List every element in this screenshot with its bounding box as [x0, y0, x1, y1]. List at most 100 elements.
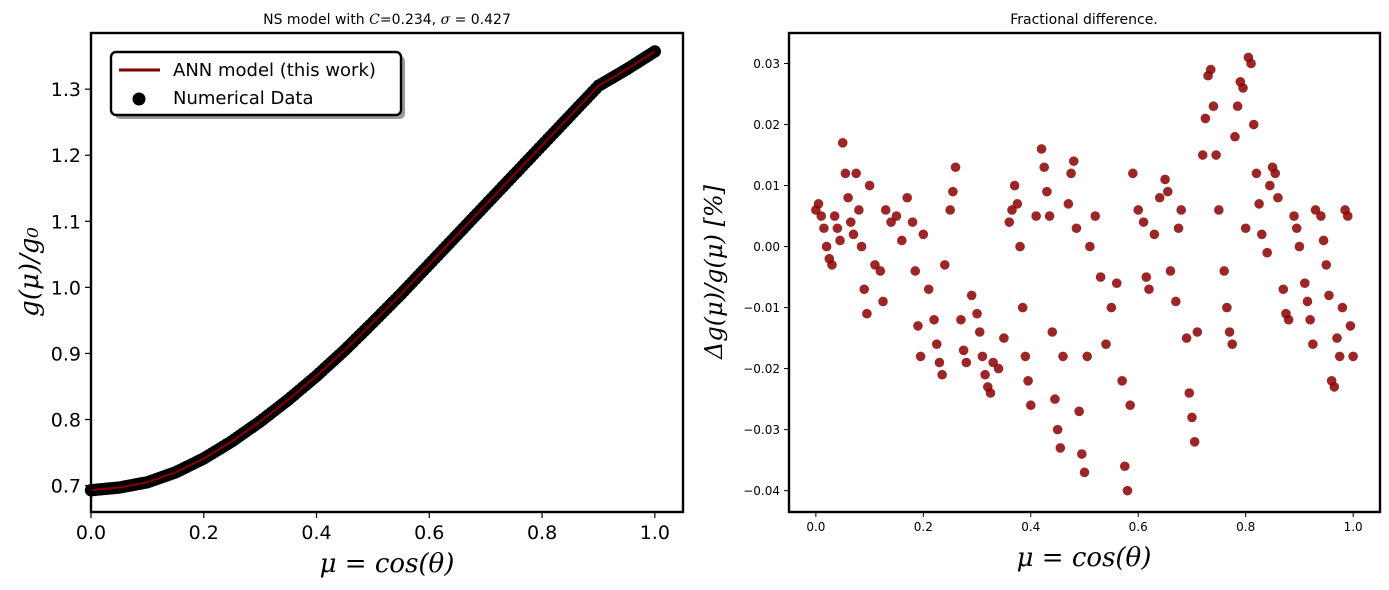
fractional-difference-point	[878, 296, 888, 307]
fractional-difference-point	[1144, 284, 1154, 295]
fractional-difference-point	[1337, 302, 1348, 313]
fractional-difference-point	[856, 241, 867, 252]
fractional-difference-point	[1085, 241, 1095, 252]
fractional-difference-point	[1214, 205, 1224, 215]
fractional-difference-point	[1329, 382, 1340, 392]
fractional-difference-point	[980, 369, 990, 380]
fractional-difference-point	[907, 217, 918, 227]
right-chart-title: Fractional difference.	[1010, 12, 1158, 28]
right-chart-panel: Fractional difference. 0.0 0.2 0.4 0.6 0.8 1.…	[700, 12, 1382, 573]
fractional-difference-point	[1176, 205, 1187, 215]
fractional-difference-point	[1283, 314, 1294, 325]
right-x-tick-label: 0.6	[1129, 520, 1148, 534]
fractional-difference-point	[1348, 351, 1358, 362]
left-y-tick-label: 0.9	[51, 343, 81, 365]
fractional-difference-point	[1039, 162, 1049, 173]
fractional-difference-point	[1305, 314, 1315, 325]
fractional-difference-point	[1050, 394, 1060, 404]
fractional-difference-point	[1262, 247, 1272, 258]
fractional-difference-point	[1082, 351, 1092, 362]
fractional-difference-point	[1066, 168, 1076, 179]
left-y-tick-label: 1.1	[51, 211, 81, 233]
fractional-difference-point	[910, 266, 921, 276]
fractional-difference-point	[829, 211, 840, 221]
fractional-difference-point	[1004, 217, 1015, 227]
fractional-difference-point	[1068, 156, 1079, 166]
fractional-difference-point	[945, 205, 955, 215]
fractional-difference-point	[1154, 192, 1165, 203]
fractional-difference-point	[1079, 467, 1090, 478]
fractional-difference-point	[1232, 101, 1243, 112]
fractional-difference-point	[931, 339, 942, 350]
left-y-axis-label: g(μ)/g₀	[15, 227, 45, 317]
fractional-difference-point	[923, 284, 934, 295]
fractional-difference-point	[961, 357, 972, 368]
fractional-difference-point	[854, 205, 864, 215]
fractional-difference-point	[1074, 406, 1084, 417]
right-y-tick-label: −0.01	[743, 301, 780, 315]
left-y-tick-label: 1.2	[51, 145, 81, 167]
fractional-difference-point	[1270, 168, 1281, 179]
fractional-difference-point	[1095, 272, 1106, 282]
fractional-difference-point	[1165, 266, 1176, 276]
fractional-difference-point	[1265, 180, 1275, 191]
fractional-difference-point	[1324, 290, 1334, 301]
fractional-difference-point	[918, 229, 929, 240]
fractional-difference-point	[1187, 412, 1197, 423]
fractional-difference-point	[1012, 199, 1023, 209]
left-y-tick-label: 0.8	[51, 410, 81, 432]
fractional-difference-point	[1205, 64, 1216, 75]
left-legend: ANN model (this work) Numerical Data	[109, 50, 405, 119]
fractional-difference-point	[862, 308, 872, 319]
fractional-difference-point	[1189, 437, 1200, 447]
fractional-difference-point	[1042, 186, 1052, 197]
fractional-difference-point	[1251, 168, 1262, 179]
fractional-difference-point	[1316, 211, 1326, 221]
fractional-difference-point	[902, 192, 912, 203]
fractional-difference-point	[1289, 211, 1299, 221]
right-data-marks	[811, 52, 1358, 496]
left-x-tick-label: 0.6	[414, 522, 444, 544]
fractional-difference-point	[1133, 205, 1144, 215]
fractional-difference-point	[1345, 321, 1356, 331]
fractional-difference-point	[1020, 351, 1031, 362]
left-x-tick-label: 1.0	[640, 522, 670, 544]
fractional-difference-point	[913, 321, 923, 331]
fractional-difference-point	[1106, 302, 1117, 313]
legend-label-numerical-data: Numerical Data	[173, 88, 314, 109]
fractional-difference-point	[1230, 131, 1240, 142]
right-x-tick-label: 0.8	[1236, 520, 1255, 534]
fractional-difference-point	[1197, 150, 1208, 160]
fractional-difference-point	[1222, 302, 1232, 313]
right-y-tick-label: 0.00	[753, 240, 780, 254]
right-y-tick-label: −0.04	[743, 484, 780, 498]
fractional-difference-point	[1294, 241, 1305, 252]
fractional-difference-point	[1208, 101, 1219, 112]
left-chart-panel: NS model with C=0.234, σ = 0.427 0.0 0.2 0…	[15, 12, 685, 579]
left-y-tick-label: 1.3	[51, 79, 81, 101]
fractional-difference-point	[977, 351, 988, 362]
fractional-difference-point	[1334, 351, 1345, 362]
left-x-tick-label: 0.8	[527, 522, 557, 544]
fractional-difference-point	[835, 235, 845, 246]
ann-model-line	[90, 50, 656, 492]
fractional-difference-point	[1238, 83, 1248, 93]
fractional-difference-point	[851, 168, 861, 179]
fractional-difference-point	[948, 186, 958, 197]
fractional-difference-point	[1138, 217, 1149, 227]
fractional-difference-point	[891, 211, 902, 221]
fractional-difference-point	[1173, 223, 1184, 234]
fractional-difference-point	[1077, 449, 1087, 459]
fractional-difference-point	[816, 211, 827, 221]
fractional-difference-point	[1160, 174, 1170, 185]
fractional-difference-point	[1063, 199, 1074, 209]
fractional-difference-point	[1321, 260, 1332, 270]
fractional-difference-point	[1025, 400, 1036, 411]
fractional-difference-point	[1192, 327, 1203, 337]
fractional-difference-point	[1342, 211, 1353, 221]
fractional-difference-point	[993, 363, 1004, 374]
fractional-difference-point	[1047, 327, 1058, 337]
fractional-difference-point	[956, 314, 966, 325]
fractional-difference-point	[880, 205, 891, 215]
fractional-difference-point	[1299, 278, 1310, 288]
